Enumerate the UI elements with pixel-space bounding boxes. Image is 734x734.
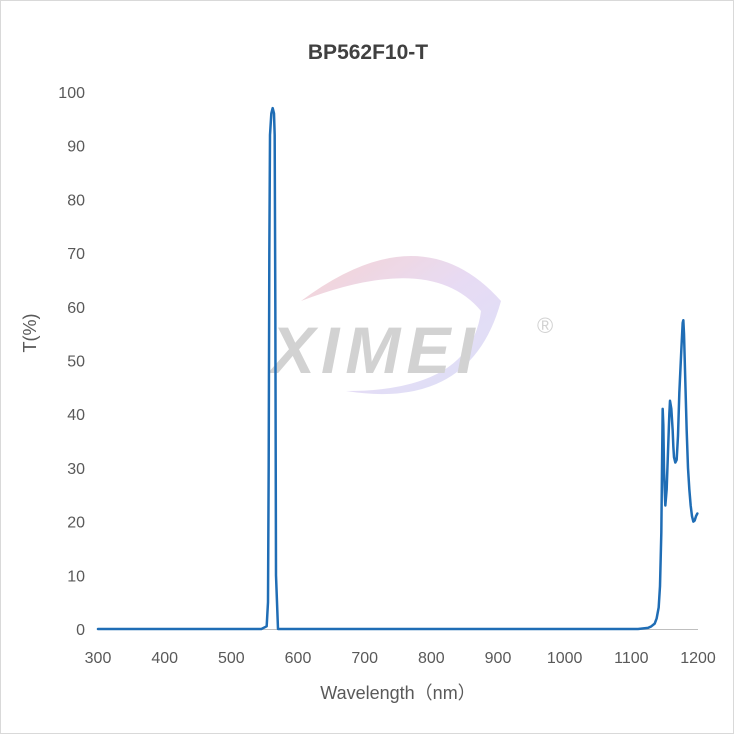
- y-tick-label: 70: [67, 246, 85, 263]
- y-tick-label: 0: [76, 622, 85, 639]
- ximei-watermark: XIMEI ®: [267, 256, 553, 395]
- x-tick-label: 1000: [547, 650, 583, 667]
- chart-title: BP562F10-T: [307, 41, 429, 64]
- y-tick-label: 20: [67, 515, 85, 532]
- series-layer: [96, 106, 699, 631]
- series-line: [96, 106, 699, 631]
- x-tick-label: 1100: [614, 650, 649, 667]
- y-tick-label: 100: [58, 85, 85, 102]
- y-tick-label: 80: [67, 192, 85, 209]
- tick-labels: 0 10 20 30 40 50 60 70 80 90 100 300 400 500 600 700 800…: [58, 85, 716, 667]
- watermark-registered-mark: ®: [537, 313, 553, 338]
- x-tick-label: 900: [485, 650, 512, 667]
- x-tick-label: 800: [418, 650, 445, 667]
- x-tick-label: 300: [85, 650, 112, 667]
- x-tick-label: 1200: [680, 650, 716, 667]
- x-tick-label: 700: [351, 650, 378, 667]
- x-tick-label: 400: [151, 650, 178, 667]
- y-tick-label: 10: [67, 568, 85, 585]
- y-tick-label: 60: [67, 300, 85, 317]
- x-tick-label: 500: [218, 650, 245, 667]
- watermark-text: XIMEI: [267, 313, 481, 387]
- y-tick-label: 30: [67, 461, 85, 478]
- y-tick-label: 90: [67, 139, 85, 156]
- y-tick-label: 40: [67, 407, 85, 424]
- x-axis-label: Wavelength（nm）: [320, 683, 476, 703]
- x-tick-label: 600: [285, 650, 312, 667]
- y-tick-label: 50: [67, 354, 85, 371]
